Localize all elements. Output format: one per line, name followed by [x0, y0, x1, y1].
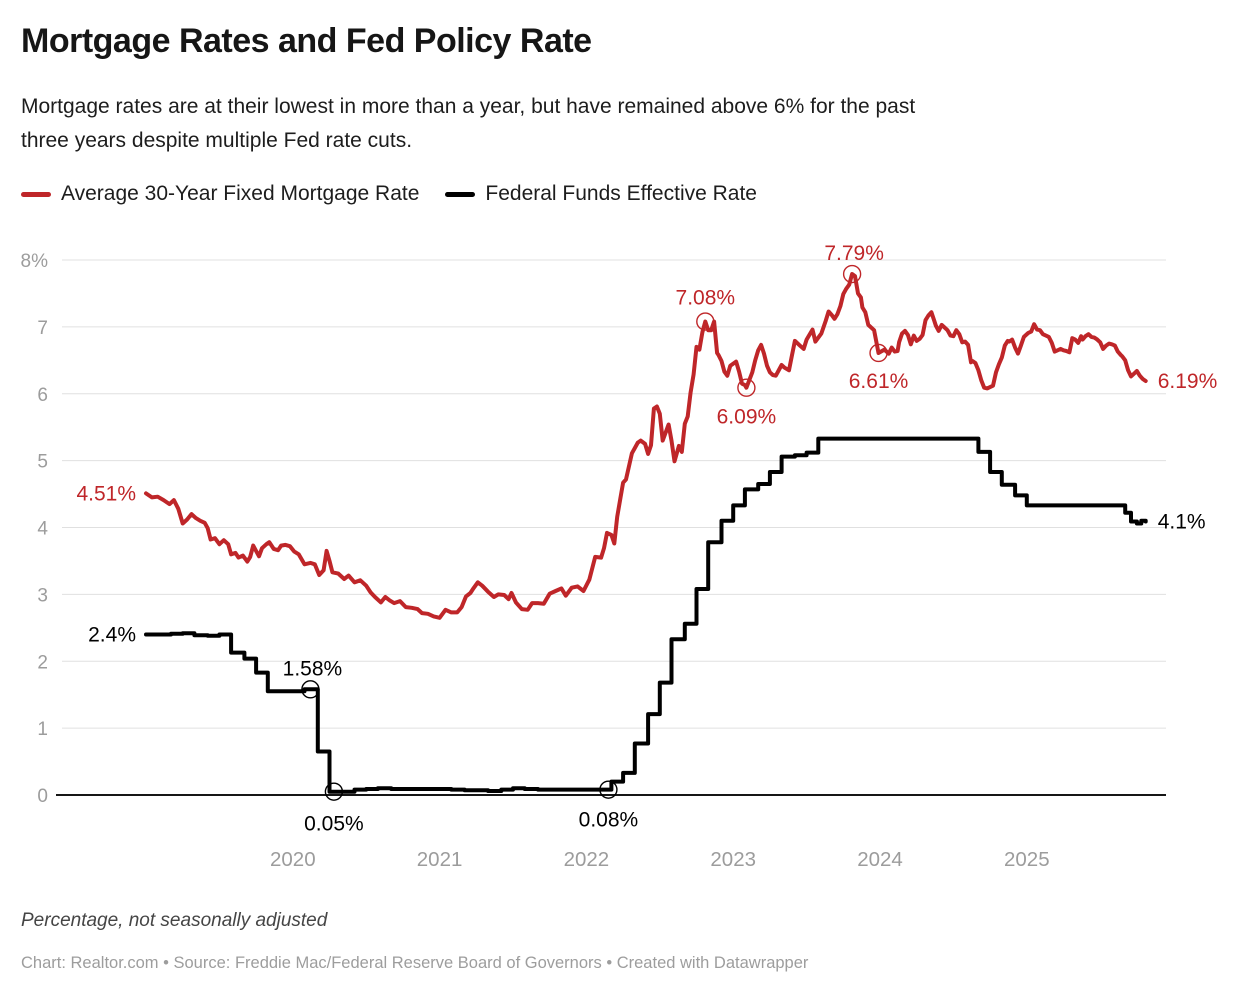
- annotation-marker-6.09%: [737, 378, 756, 397]
- annotation-label-6.19%: 6.19%: [1158, 370, 1218, 393]
- chart-footnote: Percentage, not seasonally adjusted: [21, 910, 328, 931]
- y-tick-label: 3: [37, 585, 48, 606]
- annotation-label-6.61%: 6.61%: [849, 370, 909, 393]
- legend-label-fed-funds-rate: Federal Funds Effective Rate: [485, 182, 757, 205]
- y-tick-label: 6: [37, 385, 48, 406]
- y-tick-label: 5: [37, 452, 48, 473]
- annotation-label-4.51%: 4.51%: [76, 482, 136, 505]
- subtitle-line-2: three years despite multiple Fed rate cu…: [21, 129, 413, 152]
- x-tick-label: 2021: [417, 848, 463, 871]
- legend-label-mortgage-rate: Average 30-Year Fixed Mortgage Rate: [61, 182, 420, 205]
- annotation-marker-7.08%: [696, 312, 715, 331]
- x-tick-label: 2022: [564, 848, 610, 871]
- legend-item-fed-funds-rate: Federal Funds Effective Rate: [445, 182, 757, 206]
- annotation-label-4.1%: 4.1%: [1158, 510, 1206, 533]
- x-tick-label: 2025: [1004, 848, 1050, 871]
- x-tick-label: 2024: [857, 848, 903, 871]
- annotation-label-7.79%: 7.79%: [824, 242, 884, 265]
- x-tick-label: 2023: [710, 848, 756, 871]
- annotation-label-0.08%: 0.08%: [579, 809, 639, 832]
- chart-byline: Chart: Realtor.com • Source: Freddie Mac…: [21, 954, 809, 972]
- annotation-marker-0.05%: [324, 782, 344, 801]
- annotation-label-7.08%: 7.08%: [676, 287, 736, 310]
- subtitle-line-1: Mortgage rates are at their lowest in mo…: [21, 95, 916, 118]
- annotation-label-2.4%: 2.4%: [88, 624, 136, 647]
- legend-item-mortgage-rate: Average 30-Year Fixed Mortgage Rate: [21, 182, 419, 206]
- fed-funds-rate-line: [144, 436, 1148, 794]
- y-tick-label: 4: [37, 519, 48, 540]
- y-tick-label: 1: [37, 719, 48, 740]
- mortgage-rate-swatch-icon: [21, 191, 51, 197]
- y-tick-label: 8%: [21, 251, 49, 272]
- annotation-marker-6.61%: [869, 343, 888, 363]
- x-tick-label: 2020: [270, 848, 316, 871]
- page-title: Mortgage Rates and Fed Policy Rate: [21, 22, 592, 60]
- annotation-label-0.05%: 0.05%: [304, 813, 364, 836]
- annotation-label-6.09%: 6.09%: [717, 406, 777, 429]
- y-tick-label: 0: [37, 786, 48, 807]
- y-tick-label: 2: [37, 652, 48, 673]
- chart-subtitle: Mortgage rates are at their lowest in mo…: [21, 90, 915, 158]
- mortgage-rate-line: [144, 272, 1148, 620]
- fed-funds-rate-swatch-icon: [445, 191, 476, 197]
- annotation-marker-1.58%: [301, 680, 320, 699]
- chart-legend: Average 30-Year Fixed Mortgage Rate Fede…: [21, 182, 757, 206]
- annotation-marker-7.79%: [842, 264, 862, 284]
- annotation-marker-0.08%: [599, 780, 618, 799]
- annotation-label-1.58%: 1.58%: [283, 657, 343, 680]
- y-tick-label: 7: [37, 318, 48, 339]
